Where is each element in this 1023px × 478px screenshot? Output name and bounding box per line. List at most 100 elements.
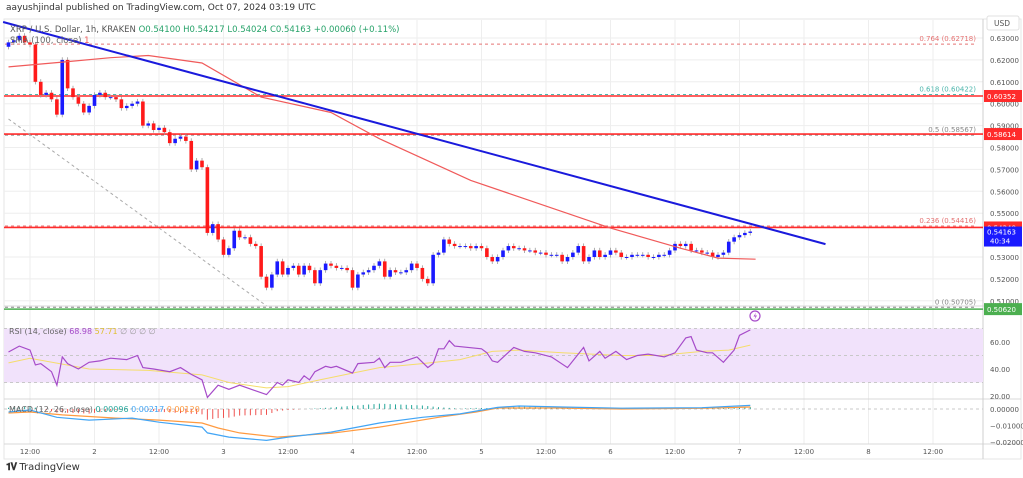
candle	[651, 254, 656, 260]
candle-body	[361, 272, 366, 275]
last-price-label: 0.54163	[987, 229, 1016, 237]
candle-body	[178, 136, 183, 139]
rsi-ma-value: 57.71	[94, 327, 118, 336]
candle	[678, 241, 683, 249]
candle-body	[501, 250, 505, 257]
candle	[141, 98, 145, 129]
candle-body	[603, 254, 607, 257]
candle	[726, 239, 731, 256]
macd-tick-label: −0.01000	[990, 423, 1023, 431]
candle-body	[640, 254, 645, 256]
candle-body	[533, 250, 538, 253]
sma-flag: 1	[84, 36, 90, 46]
tradingview-footer[interactable]: 𝟏𝐕 TradingView	[6, 462, 80, 473]
candle-body	[216, 224, 220, 240]
candle	[587, 254, 591, 265]
price-level-badge	[984, 128, 1022, 141]
alert-lightning-icon[interactable]	[749, 310, 761, 322]
close-value: C0.54163	[269, 25, 312, 35]
publisher-header: aayushjindal published on TradingView.co…	[6, 3, 316, 13]
candle-body	[409, 263, 414, 271]
candle	[522, 245, 527, 254]
macd-hist-value: 0.00096	[95, 405, 129, 414]
candle	[28, 39, 32, 48]
price-tick-label: 0.59000	[990, 123, 1019, 131]
time-tick-label: 12:00	[923, 448, 943, 456]
candle	[130, 101, 134, 109]
candle	[339, 265, 344, 271]
candle	[683, 241, 688, 249]
candle	[549, 252, 554, 258]
macd-legend[interactable]: MACD (12, 26, close) 0.00096 0.00217 0.0…	[9, 405, 200, 414]
candle-body	[710, 252, 715, 257]
candle-body	[689, 243, 693, 251]
candle	[65, 57, 70, 91]
candle	[452, 241, 457, 249]
candle-body	[28, 42, 32, 45]
candle-body	[635, 254, 640, 256]
countdown-label: 40:34	[990, 238, 1011, 246]
candle-body	[474, 246, 478, 249]
candle	[49, 90, 54, 102]
rsi-legend[interactable]: RSI (14, close) 68.98 57.71 ∅ ∅ ∅ ∅	[9, 327, 156, 336]
candle	[76, 94, 81, 107]
currency-label: USD	[994, 19, 1010, 28]
candle	[71, 85, 75, 100]
candle	[302, 263, 306, 278]
candle-body	[619, 252, 624, 257]
low-value: L0.54024	[227, 25, 268, 35]
usd-currency-button[interactable]: USD	[986, 15, 1020, 31]
candle	[576, 243, 581, 256]
candle-body	[210, 224, 215, 233]
candle	[399, 269, 403, 275]
candle-body	[447, 239, 452, 244]
candle-body	[275, 261, 280, 275]
candle-body	[313, 270, 317, 284]
candle	[313, 267, 317, 286]
candle	[361, 269, 366, 278]
candle	[210, 221, 215, 236]
candle-body	[565, 257, 570, 262]
candle	[184, 133, 188, 144]
candle-body	[490, 257, 495, 262]
candle	[318, 267, 323, 286]
price-level-badge	[984, 89, 1022, 102]
candle	[194, 158, 199, 173]
descending-trendline	[2, 21, 826, 246]
candle-body	[694, 250, 699, 252]
sma-legend[interactable]: SMA (100, close) 1	[10, 36, 90, 46]
candle	[248, 234, 253, 247]
candle	[468, 243, 473, 251]
candle-body	[463, 246, 468, 248]
candle	[167, 129, 172, 146]
time-tick-label: 12:00	[536, 448, 556, 456]
candle-body	[151, 123, 156, 130]
symbol-name: XRP / U.S. Dollar, 1h, KRAKEN	[10, 25, 136, 35]
candle	[6, 39, 11, 50]
candle	[334, 263, 339, 271]
price-axis: 0.63000 0.62000 0.61000 0.60000 0.59000 0.580…	[984, 35, 1023, 447]
candle	[490, 254, 495, 265]
candle-body	[124, 105, 129, 109]
candle	[495, 254, 500, 265]
time-tick-label: 3	[221, 448, 225, 456]
candle	[592, 247, 597, 260]
candle-body	[415, 263, 419, 268]
candle	[275, 258, 280, 278]
candle-body	[259, 246, 263, 277]
candle	[479, 243, 484, 251]
candle-body	[479, 246, 484, 249]
candle	[200, 158, 204, 170]
candle-body	[345, 267, 349, 271]
price-tick-label: 0.56000	[990, 188, 1019, 196]
sma-100-line	[8, 54, 756, 260]
candle-body	[506, 246, 511, 251]
candle-body	[511, 246, 516, 249]
candle-body	[404, 270, 409, 273]
candle	[22, 33, 27, 46]
candle	[474, 243, 478, 251]
candle-body	[554, 254, 559, 256]
symbol-legend[interactable]: XRP / U.S. Dollar, 1h, KRAKEN O0.54100 H…	[10, 25, 400, 35]
candle	[528, 247, 532, 254]
